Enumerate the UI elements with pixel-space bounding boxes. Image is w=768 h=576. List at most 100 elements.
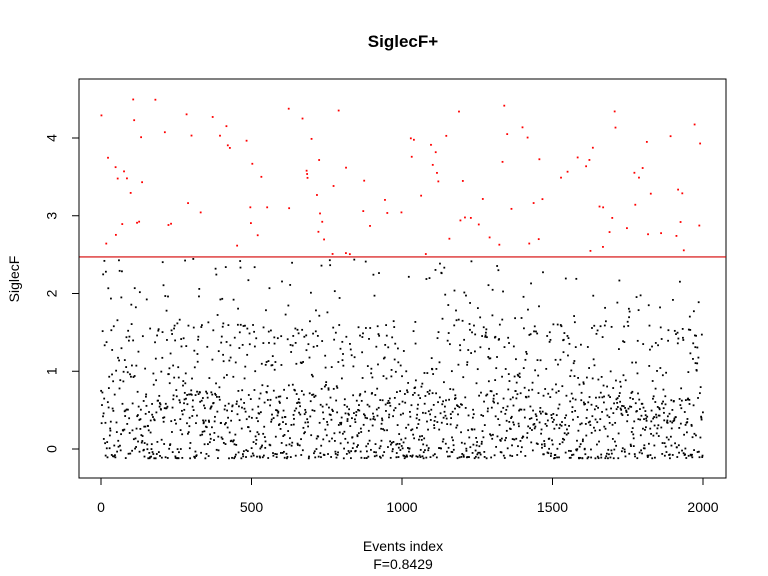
data-point — [400, 438, 403, 441]
data-point — [552, 413, 555, 415]
data-point — [374, 394, 377, 396]
data-point — [515, 437, 518, 440]
data-point — [575, 277, 578, 280]
data-point — [100, 422, 103, 425]
data-point — [188, 416, 191, 419]
data-point — [662, 388, 665, 391]
data-point — [584, 403, 586, 405]
data-point — [359, 393, 362, 395]
data-point — [297, 332, 300, 335]
data-point — [354, 421, 357, 424]
data-point — [248, 332, 251, 335]
data-point — [490, 456, 493, 459]
data-point — [423, 437, 426, 440]
data-point — [377, 363, 379, 366]
data-point — [535, 415, 538, 417]
data-point — [233, 336, 236, 339]
data-point — [344, 437, 347, 440]
data-point — [134, 447, 136, 450]
data-point — [560, 325, 563, 328]
data-point — [654, 401, 657, 403]
data-point — [476, 453, 479, 456]
data-point — [252, 441, 255, 443]
data-point — [638, 398, 641, 401]
data-point — [398, 443, 401, 445]
data-point — [396, 424, 399, 426]
data-point — [650, 420, 653, 423]
data-point — [294, 341, 297, 344]
data-point — [328, 406, 330, 409]
data-point — [624, 379, 627, 382]
data-point — [331, 253, 334, 255]
data-point — [330, 456, 333, 458]
data-point — [325, 434, 328, 437]
data-point — [522, 295, 525, 298]
data-point — [263, 425, 266, 428]
data-point — [161, 356, 164, 359]
data-point — [245, 418, 248, 421]
data-point — [249, 430, 252, 433]
data-point — [407, 275, 410, 278]
data-point — [480, 391, 482, 394]
data-point — [524, 455, 527, 457]
data-point — [608, 421, 611, 424]
data-point — [393, 326, 396, 328]
data-point — [613, 110, 616, 113]
data-point — [626, 420, 629, 423]
data-point — [398, 433, 401, 435]
y-axis-label: SiglecF — [6, 256, 22, 303]
data-point — [527, 425, 530, 428]
data-point — [497, 418, 500, 420]
data-point — [204, 419, 207, 422]
data-point — [543, 445, 546, 447]
data-point — [469, 446, 472, 449]
data-point — [632, 445, 635, 447]
data-point — [619, 407, 622, 410]
data-point — [207, 321, 210, 324]
data-point — [170, 222, 172, 225]
data-point — [475, 444, 478, 447]
data-point — [148, 411, 150, 413]
data-point — [295, 362, 298, 365]
data-point — [559, 423, 562, 426]
data-point — [579, 423, 582, 426]
data-point — [464, 396, 467, 399]
data-point — [177, 457, 180, 460]
data-point — [257, 405, 260, 408]
data-point — [236, 400, 238, 403]
data-point — [697, 356, 700, 359]
data-point — [409, 415, 412, 418]
data-point — [220, 341, 223, 344]
data-point — [511, 444, 513, 447]
data-point — [419, 448, 422, 451]
data-point — [441, 403, 444, 406]
data-point — [590, 456, 593, 459]
data-point — [593, 324, 596, 327]
data-point — [501, 160, 504, 163]
data-point — [147, 425, 149, 427]
data-point — [291, 441, 294, 444]
data-point — [397, 456, 400, 458]
data-point — [535, 418, 538, 421]
data-point — [457, 413, 459, 416]
data-point — [160, 456, 163, 459]
data-point — [120, 296, 123, 299]
data-point — [273, 336, 276, 339]
data-point — [567, 432, 570, 435]
data-point — [695, 334, 697, 337]
data-point — [122, 370, 125, 373]
data-point — [112, 409, 115, 412]
data-point — [125, 336, 128, 339]
data-point — [576, 156, 579, 159]
data-point — [585, 165, 588, 168]
data-point — [435, 392, 438, 395]
data-point — [412, 330, 415, 333]
data-point — [155, 379, 157, 382]
data-point — [620, 450, 623, 453]
data-point — [604, 320, 607, 323]
data-point — [386, 429, 388, 432]
data-point — [166, 339, 168, 341]
data-point — [186, 394, 189, 396]
data-point — [275, 396, 278, 399]
